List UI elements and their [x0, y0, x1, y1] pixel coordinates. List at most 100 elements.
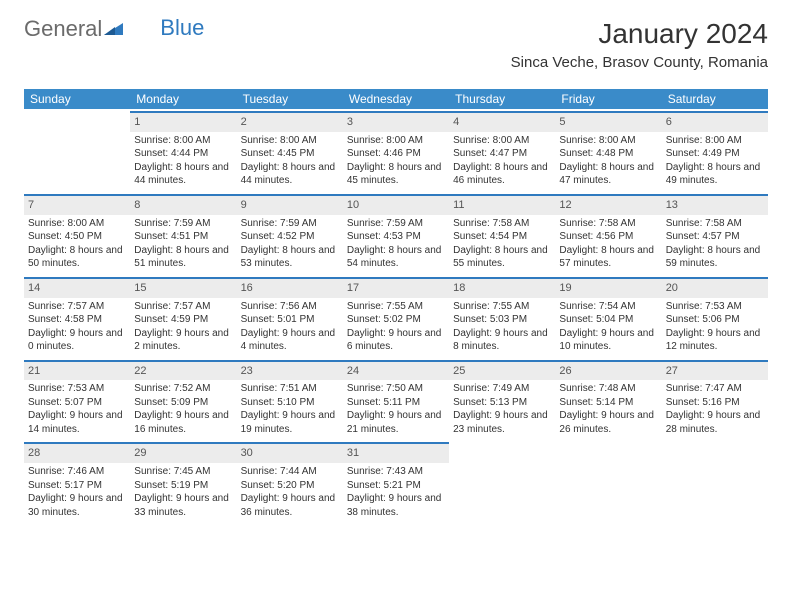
page-header: General Blue January 2024 Sinca Veche, Br… — [0, 0, 792, 79]
sunset-text: Sunset: 4:51 PM — [134, 230, 232, 244]
sunrise-text: Sunrise: 7:54 AM — [559, 300, 657, 314]
daylight-text: Daylight: 9 hours and 0 minutes. — [28, 327, 126, 354]
month-title: January 2024 — [511, 18, 768, 50]
day-number: 10 — [343, 194, 449, 215]
sunrise-text: Sunrise: 7:48 AM — [559, 382, 657, 396]
logo-triangle-icon — [104, 22, 124, 40]
sunrise-text: Sunrise: 7:59 AM — [241, 217, 339, 231]
sunset-text: Sunset: 5:01 PM — [241, 313, 339, 327]
sunrise-text: Sunrise: 7:47 AM — [666, 382, 764, 396]
day-number: 30 — [237, 442, 343, 463]
day-number: 25 — [449, 360, 555, 381]
day-number: 4 — [449, 111, 555, 132]
day-cell — [449, 440, 555, 523]
dow-wednesday: Wednesday — [343, 89, 449, 109]
daylight-text: Daylight: 8 hours and 51 minutes. — [134, 244, 232, 271]
title-block: January 2024 Sinca Veche, Brasov County,… — [511, 18, 768, 71]
day-number: 12 — [555, 194, 661, 215]
sunrise-text: Sunrise: 7:58 AM — [666, 217, 764, 231]
sunrise-text: Sunrise: 7:58 AM — [453, 217, 551, 231]
dow-monday: Monday — [130, 89, 236, 109]
sunrise-text: Sunrise: 8:00 AM — [453, 134, 551, 148]
sunrise-text: Sunrise: 8:00 AM — [559, 134, 657, 148]
sunset-text: Sunset: 4:59 PM — [134, 313, 232, 327]
day-cell: 4Sunrise: 8:00 AMSunset: 4:47 PMDaylight… — [449, 109, 555, 192]
logo: General Blue — [24, 18, 204, 40]
sunrise-text: Sunrise: 7:52 AM — [134, 382, 232, 396]
day-number: 9 — [237, 194, 343, 215]
day-cell: 22Sunrise: 7:52 AMSunset: 5:09 PMDayligh… — [130, 358, 236, 441]
sunset-text: Sunset: 4:46 PM — [347, 147, 445, 161]
sunset-text: Sunset: 5:11 PM — [347, 396, 445, 410]
week-row: 1Sunrise: 8:00 AMSunset: 4:44 PMDaylight… — [24, 109, 768, 192]
day-cell: 2Sunrise: 8:00 AMSunset: 4:45 PMDaylight… — [237, 109, 343, 192]
day-cell: 10Sunrise: 7:59 AMSunset: 4:53 PMDayligh… — [343, 192, 449, 275]
logo-text-general: General — [24, 18, 102, 40]
dow-saturday: Saturday — [662, 89, 768, 109]
daylight-text: Daylight: 8 hours and 53 minutes. — [241, 244, 339, 271]
daylight-text: Daylight: 8 hours and 49 minutes. — [666, 161, 764, 188]
calendar: Sunday Monday Tuesday Wednesday Thursday… — [24, 89, 768, 523]
day-number: 13 — [662, 194, 768, 215]
day-cell: 14Sunrise: 7:57 AMSunset: 4:58 PMDayligh… — [24, 275, 130, 358]
sunrise-text: Sunrise: 7:53 AM — [28, 382, 126, 396]
day-number: 20 — [662, 277, 768, 298]
sunrise-text: Sunrise: 7:59 AM — [347, 217, 445, 231]
day-cell: 1Sunrise: 8:00 AMSunset: 4:44 PMDaylight… — [130, 109, 236, 192]
daylight-text: Daylight: 9 hours and 12 minutes. — [666, 327, 764, 354]
sunset-text: Sunset: 4:44 PM — [134, 147, 232, 161]
dow-thursday: Thursday — [449, 89, 555, 109]
daylight-text: Daylight: 8 hours and 55 minutes. — [453, 244, 551, 271]
sunset-text: Sunset: 4:58 PM — [28, 313, 126, 327]
daylight-text: Daylight: 9 hours and 36 minutes. — [241, 492, 339, 519]
sunrise-text: Sunrise: 7:53 AM — [666, 300, 764, 314]
day-cell: 27Sunrise: 7:47 AMSunset: 5:16 PMDayligh… — [662, 358, 768, 441]
daylight-text: Daylight: 9 hours and 21 minutes. — [347, 409, 445, 436]
day-cell — [662, 440, 768, 523]
day-cell: 7Sunrise: 8:00 AMSunset: 4:50 PMDaylight… — [24, 192, 130, 275]
day-number: 17 — [343, 277, 449, 298]
day-number: 7 — [24, 194, 130, 215]
sunrise-text: Sunrise: 7:56 AM — [241, 300, 339, 314]
day-number: 14 — [24, 277, 130, 298]
day-cell: 15Sunrise: 7:57 AMSunset: 4:59 PMDayligh… — [130, 275, 236, 358]
day-number: 16 — [237, 277, 343, 298]
sunset-text: Sunset: 4:56 PM — [559, 230, 657, 244]
sunset-text: Sunset: 5:21 PM — [347, 479, 445, 493]
dow-sunday: Sunday — [24, 89, 130, 109]
daylight-text: Daylight: 8 hours and 57 minutes. — [559, 244, 657, 271]
daylight-text: Daylight: 9 hours and 23 minutes. — [453, 409, 551, 436]
sunset-text: Sunset: 5:09 PM — [134, 396, 232, 410]
day-cell: 18Sunrise: 7:55 AMSunset: 5:03 PMDayligh… — [449, 275, 555, 358]
sunset-text: Sunset: 4:48 PM — [559, 147, 657, 161]
day-cell: 28Sunrise: 7:46 AMSunset: 5:17 PMDayligh… — [24, 440, 130, 523]
day-number: 31 — [343, 442, 449, 463]
sunset-text: Sunset: 5:02 PM — [347, 313, 445, 327]
day-cell: 16Sunrise: 7:56 AMSunset: 5:01 PMDayligh… — [237, 275, 343, 358]
day-number: 29 — [130, 442, 236, 463]
sunset-text: Sunset: 5:03 PM — [453, 313, 551, 327]
daylight-text: Daylight: 8 hours and 46 minutes. — [453, 161, 551, 188]
daylight-text: Daylight: 9 hours and 26 minutes. — [559, 409, 657, 436]
daylight-text: Daylight: 9 hours and 10 minutes. — [559, 327, 657, 354]
sunrise-text: Sunrise: 7:58 AM — [559, 217, 657, 231]
daylight-text: Daylight: 8 hours and 44 minutes. — [134, 161, 232, 188]
daylight-text: Daylight: 9 hours and 19 minutes. — [241, 409, 339, 436]
sunset-text: Sunset: 5:19 PM — [134, 479, 232, 493]
sunrise-text: Sunrise: 8:00 AM — [347, 134, 445, 148]
day-cell: 20Sunrise: 7:53 AMSunset: 5:06 PMDayligh… — [662, 275, 768, 358]
sunset-text: Sunset: 5:07 PM — [28, 396, 126, 410]
day-cell: 23Sunrise: 7:51 AMSunset: 5:10 PMDayligh… — [237, 358, 343, 441]
sunrise-text: Sunrise: 7:55 AM — [453, 300, 551, 314]
sunset-text: Sunset: 4:52 PM — [241, 230, 339, 244]
week-row: 14Sunrise: 7:57 AMSunset: 4:58 PMDayligh… — [24, 275, 768, 358]
day-cell: 26Sunrise: 7:48 AMSunset: 5:14 PMDayligh… — [555, 358, 661, 441]
day-number: 15 — [130, 277, 236, 298]
sunset-text: Sunset: 5:20 PM — [241, 479, 339, 493]
day-cell — [555, 440, 661, 523]
day-number: 27 — [662, 360, 768, 381]
day-cell: 5Sunrise: 8:00 AMSunset: 4:48 PMDaylight… — [555, 109, 661, 192]
day-number: 2 — [237, 111, 343, 132]
day-cell: 3Sunrise: 8:00 AMSunset: 4:46 PMDaylight… — [343, 109, 449, 192]
logo-text-blue: Blue — [160, 17, 204, 39]
